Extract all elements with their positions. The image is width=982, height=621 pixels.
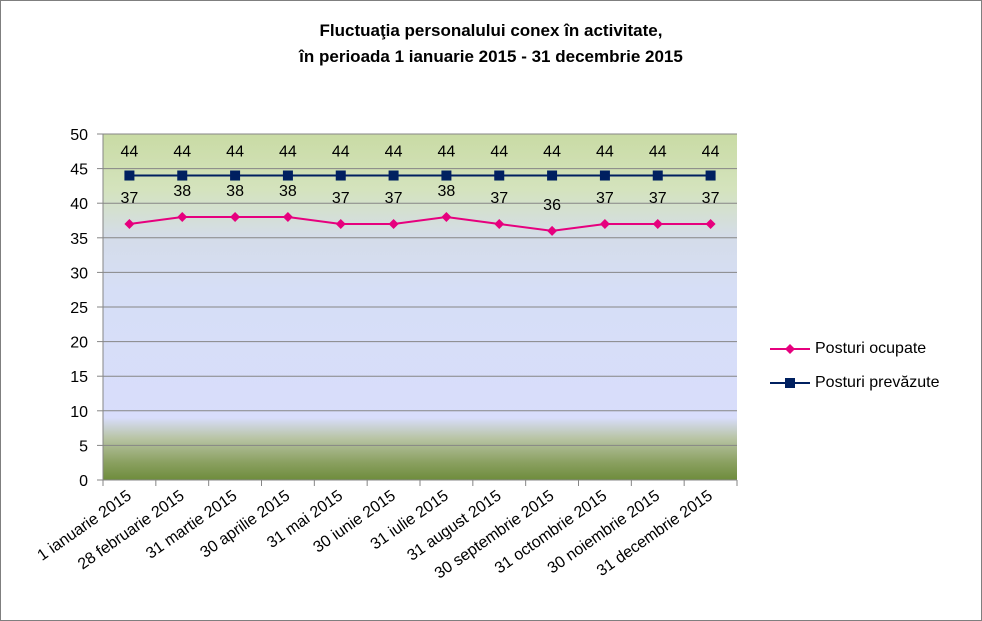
data-label: 44 [385,144,403,161]
data-point-square [441,170,452,181]
data-label: 37 [596,190,614,207]
data-label: 36 [543,197,561,214]
data-label: 44 [438,144,456,161]
legend-label-posturi-prevazute: Posturi prevăzute [815,374,940,391]
y-axis-tick-labels: 0 5 10 15 20 25 30 35 40 45 50 [70,127,88,490]
data-label: 44 [173,144,191,161]
x-tick-label: 30 aprilie 2015 [197,487,293,561]
y-tick-label: 50 [70,127,88,144]
data-point-square [177,170,188,181]
data-label: 37 [121,190,139,207]
y-tick-label: 15 [70,369,88,386]
data-point-diamond [282,212,293,223]
data-point-square [335,170,346,181]
diamond-marker-icon [770,344,810,354]
series-layer [124,170,716,236]
data-point-diamond [494,218,505,229]
y-tick-label: 10 [70,404,88,421]
data-point-square [652,170,663,181]
y-tick-label: 35 [70,231,88,248]
data-point-square [494,170,505,181]
data-label: 44 [702,144,720,161]
data-point-diamond [652,218,663,229]
data-label: 44 [543,144,561,161]
data-label: 44 [596,144,614,161]
data-label: 37 [385,190,403,207]
y-tick-label: 40 [70,196,88,213]
data-point-diamond [388,218,399,229]
data-labels: 44 44 44 44 44 44 44 44 44 44 44 44 37 38 38 38 37 37 38 37… [121,144,720,214]
data-point-diamond [547,225,558,236]
x-tick-label: 31 martie 2015 [143,487,240,562]
data-label: 44 [226,144,244,161]
data-label: 38 [226,183,244,200]
data-label: 38 [279,183,297,200]
chart-title-line-1: Fluctuaţia personalului conex în activit… [319,21,663,40]
y-tick-label: 0 [79,473,88,490]
data-label: 37 [649,190,667,207]
data-point-diamond [705,218,716,229]
y-tick-label: 25 [70,300,88,317]
y-tick-label: 45 [70,162,88,179]
data-label: 44 [332,144,350,161]
square-marker-icon [770,378,810,388]
data-label: 37 [490,190,508,207]
data-label: 44 [279,144,297,161]
data-label: 44 [649,144,667,161]
data-point-square [230,170,241,181]
data-point-square [705,170,716,181]
series-line-posturi-ocupate [129,216,711,232]
data-point-diamond [177,212,188,223]
data-point-diamond [230,212,241,223]
data-point-diamond [599,218,610,229]
axes [97,133,738,486]
legend-label-posturi-ocupate: Posturi ocupate [815,340,927,357]
data-point-diamond [335,218,346,229]
data-point-diamond [441,212,452,223]
y-tick-label: 5 [79,438,88,455]
y-tick-label: 20 [70,335,88,352]
data-point-square [282,170,293,181]
y-tick-label: 30 [70,265,88,282]
data-point-diamond [124,218,135,229]
data-label: 38 [173,183,191,200]
data-label: 44 [121,144,139,161]
chart-title-line-2: în perioada 1 ianuarie 2015 - 31 decembr… [299,47,683,66]
chart-title: Fluctuaţia personalului conex în activit… [0,18,982,70]
data-point-square [388,170,399,181]
data-label: 37 [332,190,350,207]
gridlines [103,133,737,446]
data-label: 44 [490,144,508,161]
data-point-square [124,170,135,181]
data-label: 38 [438,183,456,200]
data-point-square [547,170,558,181]
data-point-square [599,170,610,181]
data-label: 37 [702,190,720,207]
